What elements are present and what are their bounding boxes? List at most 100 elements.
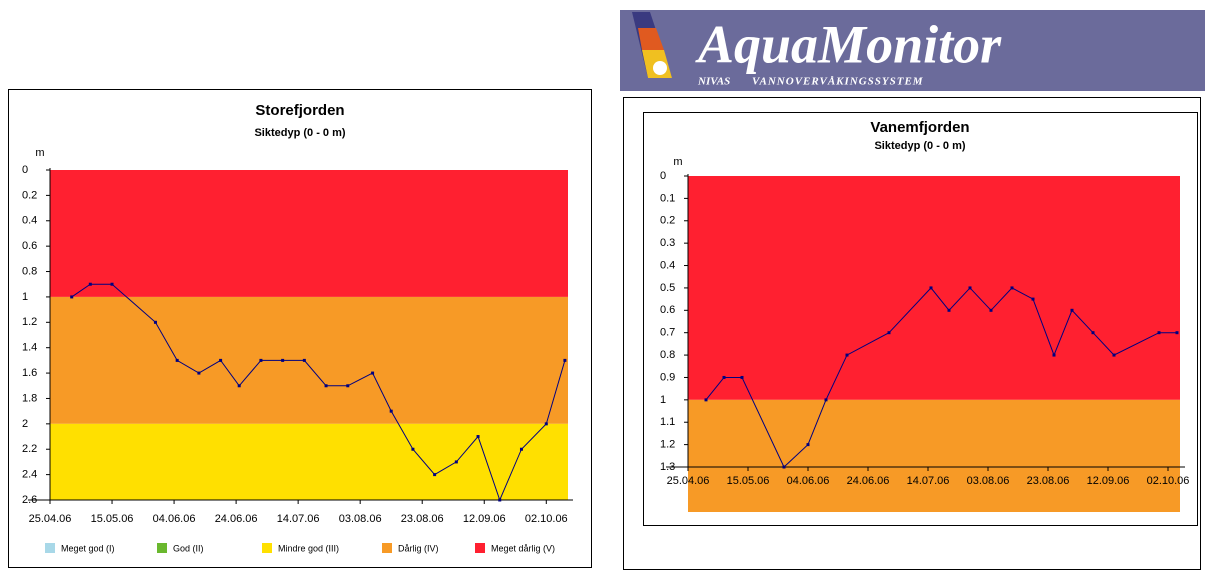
legend-label: Mindre god (III): [278, 543, 339, 553]
data-point: [740, 375, 744, 379]
y-tick-label: 0.3: [660, 237, 675, 249]
quality-band: [50, 423, 568, 500]
x-tick-label: 03.08.06: [339, 513, 382, 525]
logo-org: NIVAS: [697, 76, 730, 88]
data-point: [704, 398, 708, 402]
data-point: [302, 358, 306, 362]
data-point: [371, 371, 375, 375]
data-point: [197, 371, 201, 375]
data-point: [824, 398, 828, 402]
logo-icon: [638, 28, 664, 50]
data-point: [433, 473, 437, 477]
data-point: [1175, 331, 1179, 335]
legend-swatch: [262, 543, 272, 553]
y-tick-label: 1.3: [660, 461, 675, 473]
y-tick-label: 2.2: [22, 443, 37, 455]
data-point: [88, 282, 92, 286]
data-point: [1052, 353, 1056, 357]
quality-band: [688, 399, 1180, 467]
legend-label: Meget god (I): [61, 543, 115, 553]
x-tick-label: 14.07.06: [907, 475, 950, 487]
x-tick-label: 23.08.06: [1027, 475, 1070, 487]
y-tick-label: 0.6: [660, 304, 675, 316]
x-tick-label: 03.08.06: [967, 475, 1010, 487]
y-tick-label: 0.4: [660, 259, 675, 271]
data-point: [454, 460, 458, 464]
x-tick-label: 23.08.06: [401, 513, 444, 525]
data-point: [389, 409, 393, 413]
y-tick-label: 1.1: [660, 416, 675, 428]
panel-frame: [623, 97, 1201, 570]
data-point: [110, 282, 114, 286]
logo-background: [620, 10, 1205, 91]
data-line: [705, 287, 1177, 468]
y-tick-label: 0: [660, 170, 666, 182]
data-point: [968, 286, 972, 290]
data-point: [153, 320, 157, 324]
legend-label: Dårlig (IV): [398, 543, 439, 553]
data-point: [782, 465, 786, 469]
data-point: [887, 331, 891, 335]
data-point: [1070, 308, 1074, 312]
y-tick-label: 1.8: [22, 392, 37, 404]
data-point: [281, 358, 285, 362]
y-tick-label: 0.9: [660, 371, 675, 383]
x-tick-label: 02.10.06: [525, 513, 568, 525]
y-tick-label: 0.5: [660, 282, 675, 294]
data-point: [544, 422, 548, 426]
data-point: [806, 443, 810, 447]
legend-label: God (II): [173, 543, 204, 553]
logo-drop: [653, 61, 667, 75]
data-point: [346, 384, 350, 388]
legend-swatch: [157, 543, 167, 553]
x-tick-label: 25.04.06: [667, 475, 710, 487]
y-tick-label: 0.7: [660, 327, 675, 339]
x-tick-label: 24.06.06: [847, 475, 890, 487]
data-point: [929, 286, 933, 290]
y-tick-label: 0.6: [22, 240, 37, 252]
chart-title: Storefjorden: [255, 102, 344, 119]
legend-swatch: [45, 543, 55, 553]
data-point: [498, 498, 502, 502]
y-tick-label: 0.2: [22, 189, 37, 201]
logo: AquaMonitor NIVAS VANNOVERVÅKINGSSYSTEM: [620, 10, 1205, 91]
y-axis-label: m: [673, 156, 682, 168]
y-tick-label: 0.4: [22, 215, 37, 227]
legend-label: Meget dårlig (V): [491, 543, 555, 553]
quality-band: [50, 170, 568, 297]
chart-frame: [8, 89, 592, 568]
data-point: [70, 295, 74, 299]
y-tick-label: 1.6: [22, 367, 37, 379]
x-tick-label: 12.09.06: [1087, 475, 1130, 487]
y-tick-label: 0.8: [660, 349, 675, 361]
data-point: [219, 358, 223, 362]
data-point: [237, 384, 241, 388]
x-tick-label: 15.05.06: [91, 513, 134, 525]
data-point: [324, 384, 328, 388]
chart-subtitle: Siktedyp (0 - 0 m): [874, 140, 965, 152]
chart-title: Vanemfjorden: [870, 119, 969, 136]
data-point: [519, 447, 523, 451]
quality-band: [50, 296, 568, 424]
legend-swatch: [382, 543, 392, 553]
data-point: [1157, 331, 1161, 335]
x-tick-label: 24.06.06: [215, 513, 258, 525]
quality-band: [688, 176, 1180, 400]
x-tick-label: 04.06.06: [153, 513, 196, 525]
y-tick-label: 0.2: [660, 215, 675, 227]
y-tick-label: 1: [22, 291, 28, 303]
data-point: [1010, 286, 1014, 290]
y-tick-label: 2: [22, 418, 28, 430]
data-point: [476, 435, 480, 439]
y-tick-label: 1.2: [22, 316, 37, 328]
y-tick-label: 0.1: [660, 192, 675, 204]
data-point: [411, 447, 415, 451]
legend-swatch: [475, 543, 485, 553]
data-point: [1091, 331, 1095, 335]
logo-text: AquaMonitor: [695, 14, 1002, 74]
y-axis-label: m: [35, 147, 44, 159]
x-tick-label: 04.06.06: [787, 475, 830, 487]
data-point: [989, 308, 993, 312]
chart-subtitle: Siktedyp (0 - 0 m): [254, 127, 345, 139]
